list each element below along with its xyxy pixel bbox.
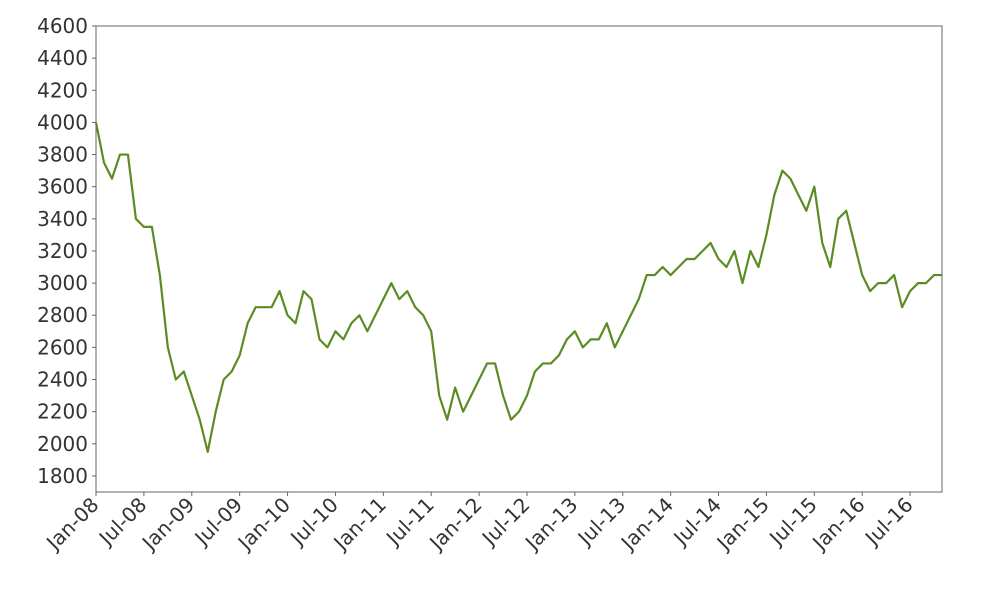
y-tick-label: 4000 bbox=[37, 110, 88, 134]
y-tick-label: 4400 bbox=[37, 46, 88, 70]
y-tick-label: 3400 bbox=[37, 207, 88, 231]
x-tick-label: Jan-13 bbox=[519, 493, 582, 556]
y-tick-label: 2000 bbox=[37, 432, 88, 456]
x-tick-label: Jan-08 bbox=[40, 493, 103, 556]
x-tick-label: Jan-15 bbox=[711, 493, 774, 556]
line-series bbox=[94, 122, 942, 453]
x-tick-label: Jan-12 bbox=[423, 493, 486, 556]
x-tick-label: Jan-10 bbox=[232, 493, 295, 556]
y-tick-label: 4200 bbox=[37, 78, 88, 102]
x-tick-label: Jan-16 bbox=[806, 493, 869, 556]
plot-frame bbox=[95, 25, 943, 493]
y-tick-label: 2400 bbox=[37, 368, 88, 392]
y-tick-label: 2600 bbox=[37, 335, 88, 359]
y-tick-label: 3200 bbox=[37, 239, 88, 263]
y-tick-label: 3600 bbox=[37, 175, 88, 199]
x-tick-label: Jan-11 bbox=[328, 493, 391, 556]
y-tick-label: 4600 bbox=[37, 14, 88, 38]
y-tick-label: 1800 bbox=[37, 464, 88, 488]
x-tick-label: Jan-09 bbox=[136, 493, 199, 556]
y-tick-label: 3800 bbox=[37, 143, 88, 167]
y-tick-label: 2800 bbox=[37, 303, 88, 327]
x-tick-label: Jul-16 bbox=[859, 493, 918, 552]
y-tick-label: 3000 bbox=[37, 271, 88, 295]
y-tick-label: 2200 bbox=[37, 400, 88, 424]
x-tick-label: Jan-14 bbox=[615, 493, 678, 556]
